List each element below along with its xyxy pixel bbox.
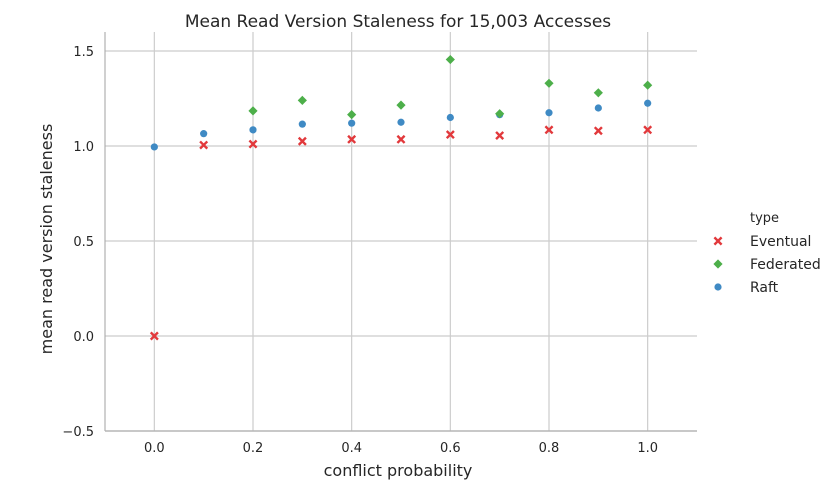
y-axis-label: mean read version staleness	[37, 124, 56, 355]
federated-point	[643, 80, 653, 90]
eventual-point	[149, 331, 159, 341]
x-tick-label: 0.8	[539, 441, 560, 456]
x-axis-ticks: 0.0 0.2 0.4 0.6 0.8 1.0	[144, 441, 658, 456]
raft-point	[446, 113, 454, 122]
federated-point	[544, 78, 554, 88]
y-tick-label: 0.0	[73, 330, 94, 345]
series-raft	[150, 99, 652, 151]
raft-point	[545, 109, 553, 117]
eventual-point	[445, 130, 455, 140]
federated-point	[593, 88, 603, 98]
eventual-point	[593, 126, 603, 136]
legend-marker-eventual	[713, 236, 723, 246]
y-tick-label: −0.5	[62, 425, 94, 440]
legend-marker-federated	[713, 259, 723, 269]
grid	[105, 32, 697, 432]
eventual-point	[544, 125, 554, 135]
federated-point	[248, 106, 258, 116]
raft-point	[200, 130, 208, 138]
legend-marker-raft	[714, 283, 722, 291]
legend-title: type	[750, 211, 779, 226]
raft-point	[298, 120, 306, 128]
raft-point	[594, 104, 602, 112]
raft-point	[397, 118, 405, 126]
x-axis-label: conflict probability	[324, 461, 473, 480]
y-tick-label: 0.5	[73, 235, 94, 250]
legend-label-raft: Raft	[750, 280, 779, 296]
legend-label-eventual: Eventual	[750, 234, 811, 250]
y-axis-ticks: −0.5 0.0 0.5 1.0 1.5	[62, 45, 94, 440]
x-tick-label: 0.0	[144, 441, 165, 456]
axes	[104, 32, 697, 432]
raft-point	[644, 99, 652, 107]
federated-point	[445, 54, 455, 65]
federated-point	[396, 100, 406, 110]
x-tick-label: 0.4	[341, 441, 362, 456]
series-federated	[248, 54, 653, 120]
legend-label-federated: Federated	[750, 257, 821, 273]
eventual-point	[396, 134, 406, 144]
raft-point	[150, 143, 158, 151]
federated-point	[495, 109, 505, 119]
eventual-point	[297, 136, 307, 146]
x-tick-label: 1.0	[637, 441, 658, 456]
legend: type Eventual Federated Raft	[713, 211, 821, 296]
eventual-point	[347, 134, 357, 144]
y-tick-label: 1.0	[73, 140, 94, 155]
chart-title: Mean Read Version Staleness for 15,003 A…	[185, 12, 611, 32]
series-eventual	[149, 125, 653, 341]
x-tick-label: 0.6	[440, 441, 461, 456]
data-points	[149, 54, 653, 341]
x-tick-label: 0.2	[243, 441, 264, 456]
eventual-point	[643, 125, 653, 135]
federated-point	[347, 110, 357, 120]
y-tick-label: 1.5	[73, 45, 94, 60]
federated-point	[297, 95, 307, 105]
eventual-point	[199, 140, 209, 150]
raft-point	[348, 119, 356, 127]
eventual-point	[248, 139, 258, 149]
raft-point	[249, 126, 257, 134]
eventual-point	[495, 131, 505, 140]
